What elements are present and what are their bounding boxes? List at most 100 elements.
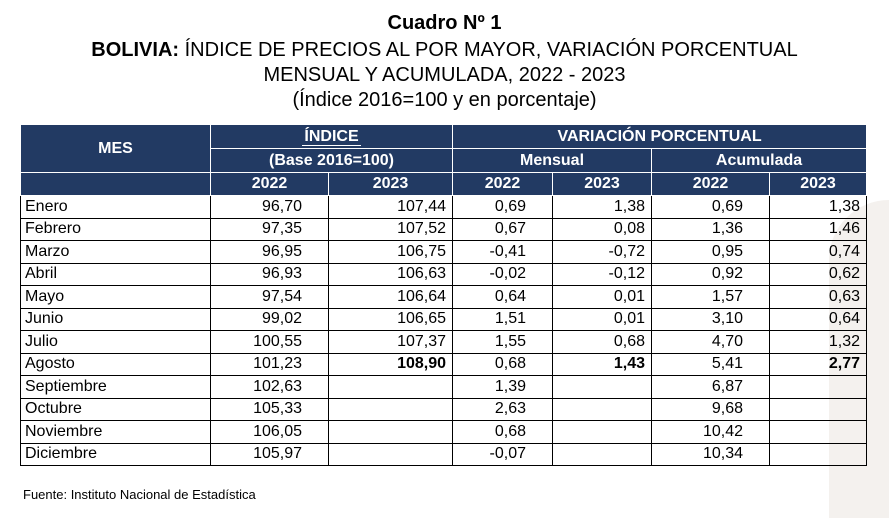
header-year: 2023 [769,172,868,196]
acumulada-2022-cell: 9,68 [651,398,771,421]
header-year: 2022 [651,172,771,196]
indice-2022-cell: 96,70 [210,195,329,219]
month-cell: Agosto [20,353,211,376]
table-row: Abril 96,93 106,63 -0,02 -0,12 0,92 0,62 [20,263,868,286]
acumulada-2022-cell: 4,70 [651,330,771,354]
acumulada-2023-cell: 1,38 [769,195,868,219]
month-cell: Marzo [20,240,211,264]
indice-2023-cell: 108,90 [328,353,454,376]
mensual-2022-cell: 1,51 [452,308,554,331]
header-variacion: VARIACIÓN PORCENTUAL [452,124,868,149]
header-indice: ÍNDICE [209,124,454,149]
acumulada-2022-cell: 6,87 [651,375,771,399]
acumulada-2023-cell: 1,46 [769,218,868,241]
mensual-2022-cell: -0,07 [452,443,554,466]
table-row: Agosto 101,23 108,90 0,68 1,43 5,41 2,77 [20,353,868,376]
acumulada-2023-cell: 1,32 [769,330,868,354]
mensual-2022-cell: 0,67 [452,218,554,241]
indice-2022-cell: 101,23 [210,353,329,376]
source-note: Fuente: Instituto Nacional de Estadístic… [23,487,256,502]
mensual-2022-cell: 0,64 [452,285,554,309]
header-year: 2023 [327,172,454,196]
acumulada-2023-cell [769,398,868,421]
indice-2023-cell: 107,44 [328,195,454,219]
table-row: Febrero 97,35 107,52 0,67 0,08 1,36 1,46 [20,218,868,241]
acumulada-2022-cell: 3,10 [651,308,771,331]
mensual-2022-cell: 1,39 [452,375,554,399]
mensual-2023-cell [552,443,653,466]
acumulada-2022-cell: 5,41 [651,353,771,376]
indice-2023-cell: 106,64 [328,285,454,309]
month-cell: Enero [20,195,211,219]
acumulada-2023-cell [769,443,868,466]
table-number-title: Cuadro Nº 1 [387,12,502,34]
mensual-2022-cell: 2,63 [452,398,554,421]
indice-2023-cell [328,420,454,444]
month-cell: Julio [20,330,211,354]
mensual-2022-cell: 0,68 [452,420,554,444]
indice-2023-cell: 106,75 [328,240,454,264]
indice-2022-cell: 100,55 [210,330,329,354]
mensual-2022-cell: -0,02 [452,263,554,286]
acumulada-2023-cell: 2,77 [769,353,868,376]
acumulada-2023-cell: 0,74 [769,240,868,264]
indice-2023-cell [328,398,454,421]
acumulada-2022-cell: 0,92 [651,263,771,286]
acumulada-2023-cell: 0,63 [769,285,868,309]
table-row: Diciembre 105,97 -0,07 10,34 [20,443,868,466]
mensual-2023-cell: 1,43 [552,353,653,376]
header-indice-text: ÍNDICE [302,127,361,146]
month-cell: Octubre [20,398,211,421]
mensual-2023-cell: 1,38 [552,195,653,219]
header-blank [20,172,211,196]
table-row: Septiembre 102,63 1,39 6,87 [20,375,868,399]
mensual-2023-cell [552,398,653,421]
acumulada-2023-cell [769,420,868,444]
month-cell: Septiembre [20,375,211,399]
mensual-2023-cell: 0,68 [552,330,653,354]
mensual-2022-cell: 0,69 [452,195,554,219]
acumulada-2023-cell [769,375,868,399]
acumulada-2022-cell: 0,95 [651,240,771,264]
table-row: Octubre 105,33 2,63 9,68 [20,398,868,421]
table-title-line2: MENSUAL Y ACUMULADA, 2022 - 2023 [263,64,626,86]
mensual-2023-cell: 0,01 [552,285,653,309]
month-cell: Abril [20,263,211,286]
table-row: Noviembre 106,05 0,68 10,42 [20,420,868,444]
indice-2023-cell [328,443,454,466]
header-mensual: Mensual [452,148,653,173]
indice-2022-cell: 105,33 [210,398,329,421]
title-country: BOLIVIA: [91,39,180,61]
header-year: 2022 [452,172,554,196]
table-row: Marzo 96,95 106,75 -0,41 -0,72 0,95 0,74 [20,240,868,264]
header-mes: MES [20,124,211,173]
title-description: ÍNDICE DE PRECIOS AL POR MAYOR, VARIACIÓ… [179,39,798,61]
indice-2022-cell: 105,97 [210,443,329,466]
table-row: Mayo 97,54 106,64 0,64 0,01 1,57 0,63 [20,285,868,309]
table-title-line1: BOLIVIA: ÍNDICE DE PRECIOS AL POR MAYOR,… [0,39,889,62]
header-year: 2023 [552,172,653,196]
indice-2022-cell: 97,35 [210,218,329,241]
header-acumulada: Acumulada [651,148,868,173]
month-cell: Mayo [20,285,211,309]
month-cell: Febrero [20,218,211,241]
table-row: Junio 99,02 106,65 1,51 0,01 3,10 0,64 [20,308,868,331]
indice-2023-cell: 107,37 [328,330,454,354]
mensual-2023-cell: 0,08 [552,218,653,241]
header-year: 2022 [210,172,329,196]
mensual-2022-cell: 1,55 [452,330,554,354]
indice-2023-cell: 106,63 [328,263,454,286]
acumulada-2023-cell: 0,62 [769,263,868,286]
acumulada-2023-cell: 0,64 [769,308,868,331]
month-cell: Noviembre [20,420,211,444]
table-title-line3: (Índice 2016=100 y en porcentaje) [292,89,597,111]
mensual-2023-cell: -0,72 [552,240,653,264]
mensual-2023-cell [552,375,653,399]
indice-2022-cell: 102,63 [210,375,329,399]
mensual-2022-cell: 0,68 [452,353,554,376]
indice-2023-cell: 107,52 [328,218,454,241]
table-row: Enero 96,70 107,44 0,69 1,38 0,69 1,38 [20,195,868,219]
acumulada-2022-cell: 10,34 [651,443,771,466]
indice-2022-cell: 97,54 [210,285,329,309]
indice-2022-cell: 96,95 [210,240,329,264]
